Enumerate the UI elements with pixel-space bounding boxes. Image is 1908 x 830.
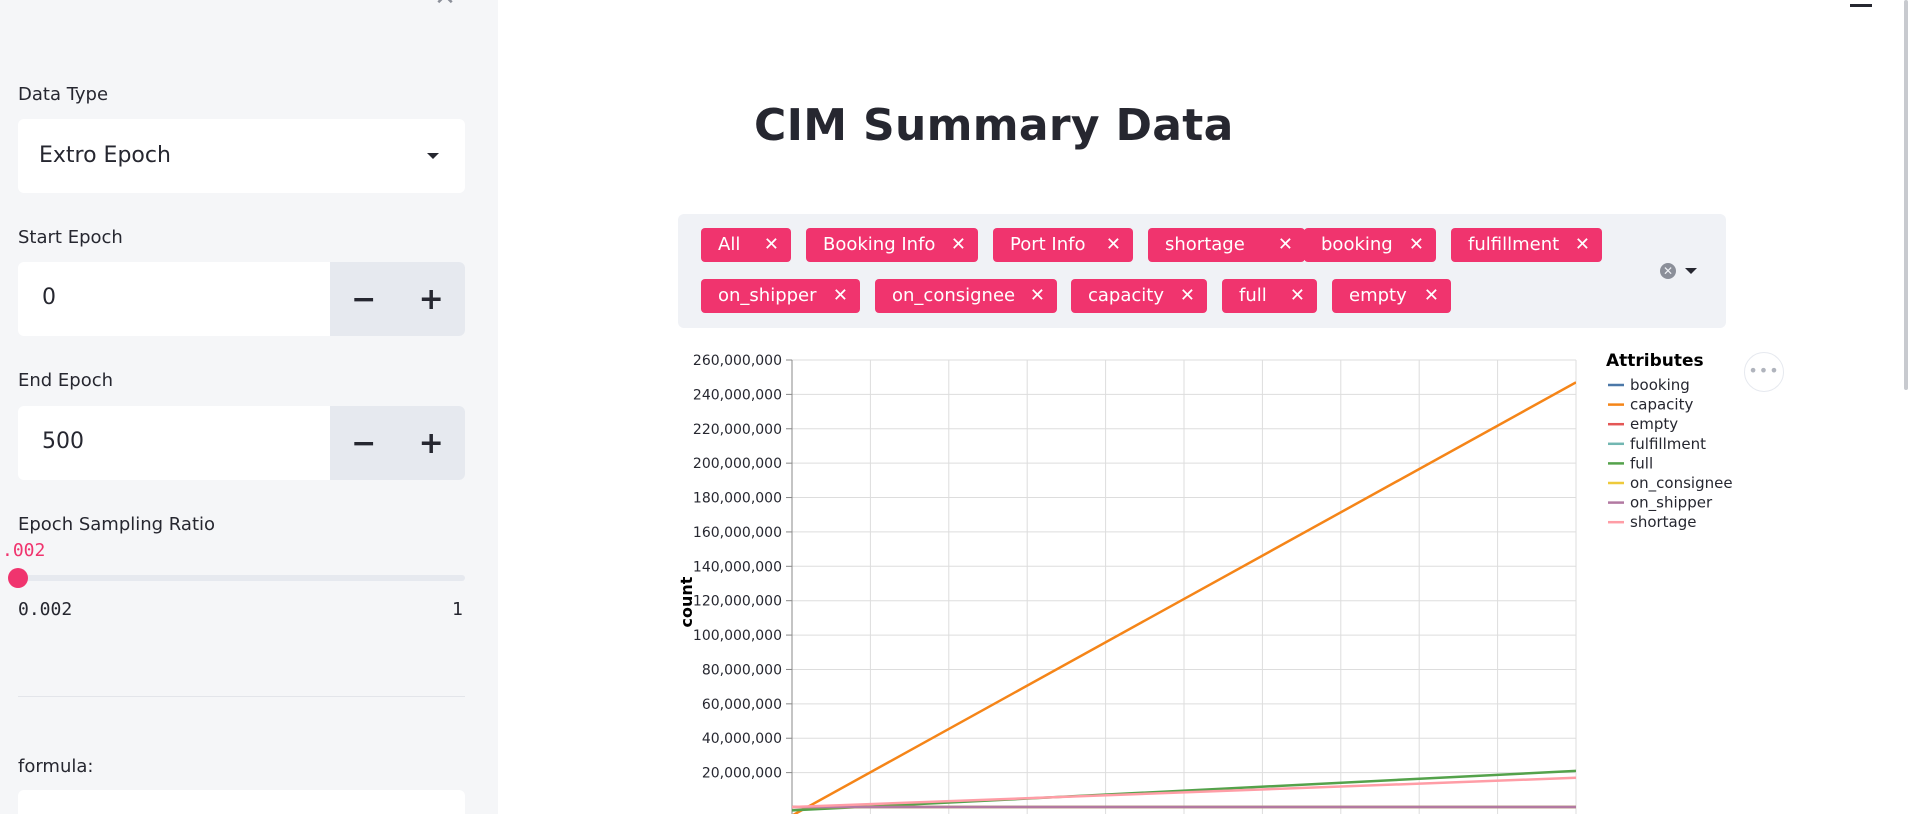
- legend-label: empty: [1630, 415, 1678, 433]
- tag-label: full: [1239, 285, 1267, 306]
- start-epoch-stepper: − +: [330, 262, 465, 336]
- close-sidebar-icon[interactable]: ✕: [432, 0, 458, 10]
- page-title: CIM Summary Data: [754, 100, 1234, 151]
- tag-capacity[interactable]: capacity ✕: [1071, 279, 1207, 313]
- sampling-ratio-slider-thumb[interactable]: [8, 568, 28, 588]
- legend-label: full: [1630, 454, 1653, 472]
- end-epoch-stepper: − +: [330, 406, 465, 480]
- y-tick-label: 180,000,000: [693, 491, 782, 507]
- series-line-capacity: [792, 381, 1576, 814]
- end-epoch-label: End Epoch: [18, 370, 114, 391]
- tag-label: booking: [1321, 234, 1393, 255]
- y-tick-label: 200,000,000: [693, 456, 782, 472]
- remove-tag-icon[interactable]: ✕: [950, 234, 966, 255]
- legend-label: fulfillment: [1630, 435, 1706, 453]
- data-type-label: Data Type: [18, 84, 109, 105]
- tag-label: on_consignee: [892, 285, 1016, 306]
- chevron-down-icon[interactable]: [1685, 268, 1697, 274]
- tag-label: Booking Info: [823, 234, 936, 255]
- tag-booking-info[interactable]: Booking Info ✕: [806, 228, 978, 262]
- y-tick-label: 40,000,000: [702, 731, 782, 747]
- sampling-ratio-current: .002: [2, 540, 46, 561]
- formula-input[interactable]: [18, 790, 465, 830]
- sidebar: ✕ Data Type Extro Epoch Start Epoch 0 − …: [0, 0, 498, 830]
- y-tick-label: 140,000,000: [693, 559, 782, 575]
- remove-tag-icon[interactable]: ✕: [1105, 234, 1121, 255]
- tag-booking[interactable]: booking ✕: [1304, 228, 1436, 262]
- formula-label: formula:: [18, 756, 94, 777]
- tag-full[interactable]: full ✕: [1222, 279, 1317, 313]
- sampling-ratio-max: 1: [452, 599, 463, 620]
- remove-tag-icon[interactable]: ✕: [832, 285, 848, 306]
- tag-label: Port Info: [1010, 234, 1086, 255]
- y-tick-label: 20,000,000: [702, 766, 782, 782]
- series-line-shortage: [792, 776, 1576, 809]
- scrollbar[interactable]: [1904, 0, 1908, 390]
- legend-label: on_shipper: [1630, 494, 1713, 513]
- tag-label: fulfillment: [1468, 234, 1560, 255]
- start-epoch-label: Start Epoch: [18, 227, 123, 248]
- more-options-icon[interactable]: •••: [1744, 352, 1784, 392]
- y-tick-label: 260,000,000: [693, 353, 782, 369]
- start-epoch-decrement-button[interactable]: −: [351, 281, 377, 317]
- tag-label: All: [718, 234, 741, 255]
- remove-tag-icon[interactable]: ✕: [1179, 285, 1195, 306]
- data-type-select[interactable]: Extro Epoch: [18, 119, 465, 193]
- y-tick-label: 240,000,000: [693, 387, 782, 403]
- legend-label: booking: [1630, 376, 1690, 394]
- chevron-down-icon: [427, 153, 439, 159]
- end-epoch-decrement-button[interactable]: −: [351, 425, 377, 461]
- clear-all-icon[interactable]: ✕: [1660, 263, 1676, 279]
- tag-label: empty: [1349, 285, 1407, 306]
- legend-label: on_consignee: [1630, 474, 1733, 493]
- remove-tag-icon[interactable]: ✕: [1277, 234, 1293, 255]
- sampling-ratio-label: Epoch Sampling Ratio: [18, 514, 216, 535]
- y-tick-label: 100,000,000: [693, 628, 782, 644]
- sampling-ratio-slider-track[interactable]: [18, 575, 465, 581]
- remove-tag-icon[interactable]: ✕: [1408, 234, 1424, 255]
- remove-tag-icon[interactable]: ✕: [763, 234, 779, 255]
- tag-all[interactable]: All ✕: [701, 228, 791, 262]
- y-tick-label: 80,000,000: [702, 662, 782, 678]
- remove-tag-icon[interactable]: ✕: [1574, 234, 1590, 255]
- y-axis-label: count: [677, 576, 696, 627]
- start-epoch-increment-button[interactable]: +: [418, 281, 444, 317]
- tag-port-info[interactable]: Port Info ✕: [993, 228, 1133, 262]
- remove-tag-icon[interactable]: ✕: [1029, 285, 1045, 306]
- remove-tag-icon[interactable]: ✕: [1423, 285, 1439, 306]
- legend-label: shortage: [1630, 513, 1697, 531]
- tag-label: shortage: [1165, 234, 1245, 255]
- tag-on-shipper[interactable]: on_shipper ✕: [701, 279, 860, 313]
- sidebar-divider: [18, 696, 465, 697]
- tag-label: on_shipper: [718, 285, 817, 306]
- tag-fulfillment[interactable]: fulfillment ✕: [1451, 228, 1602, 262]
- y-tick-label: 60,000,000: [702, 697, 782, 713]
- end-epoch-increment-button[interactable]: +: [418, 425, 444, 461]
- legend-label: capacity: [1630, 396, 1693, 414]
- y-tick-label: 160,000,000: [693, 525, 782, 541]
- tag-empty[interactable]: empty ✕: [1332, 279, 1451, 313]
- y-tick-label: 120,000,000: [693, 594, 782, 610]
- line-chart: 20,000,000 40,000,000 60,000,000 80,000,000…: [677, 351, 1733, 814]
- tag-shortage[interactable]: shortage ✕: [1148, 228, 1305, 262]
- series-line-full: [792, 769, 1576, 812]
- y-tick-label: 220,000,000: [693, 422, 782, 438]
- start-epoch-input[interactable]: 0 − +: [18, 262, 465, 336]
- end-epoch-value[interactable]: 500: [42, 429, 84, 454]
- hamburger-menu-icon[interactable]: [1850, 4, 1872, 7]
- start-epoch-value[interactable]: 0: [42, 285, 56, 310]
- remove-tag-icon[interactable]: ✕: [1289, 285, 1305, 306]
- data-type-value: Extro Epoch: [39, 143, 171, 168]
- end-epoch-input[interactable]: 500 − +: [18, 406, 465, 480]
- tag-on-consignee[interactable]: on_consignee ✕: [875, 279, 1057, 313]
- tag-label: capacity: [1088, 285, 1164, 306]
- legend-title: Attributes: [1606, 351, 1704, 371]
- sampling-ratio-min: 0.002: [18, 599, 73, 620]
